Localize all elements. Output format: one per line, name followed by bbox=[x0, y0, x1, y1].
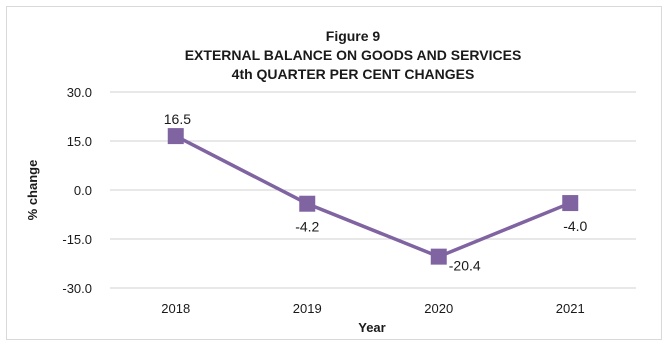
y-tick-label: -15.0 bbox=[62, 232, 92, 247]
data-label: -4.2 bbox=[295, 219, 319, 235]
series-line bbox=[167, 128, 579, 265]
y-tick-label: -30.0 bbox=[62, 281, 92, 296]
data-point-marker bbox=[299, 195, 316, 212]
y-tick-label: 30.0 bbox=[67, 85, 92, 100]
x-tick-label: 2019 bbox=[293, 301, 322, 316]
chart-title-line-3: 4th QUARTER PER CENT CHANGES bbox=[232, 66, 475, 82]
x-tick-label: 2020 bbox=[424, 301, 453, 316]
y-axis-title: % change bbox=[25, 160, 40, 221]
chart-frame bbox=[6, 6, 662, 340]
y-tick-label: 15.0 bbox=[67, 134, 92, 149]
x-tick-label: 2021 bbox=[556, 301, 585, 316]
x-tick-label: 2018 bbox=[161, 301, 190, 316]
series-polyline bbox=[174, 134, 571, 259]
y-axis-ticks: 30.0 15.0 0.0 -15.0 -30.0 bbox=[62, 85, 92, 296]
x-axis-ticks: 2018 2019 2020 2021 bbox=[161, 301, 584, 316]
data-label: -4.0 bbox=[563, 218, 587, 234]
chart-title-line-1: Figure 9 bbox=[326, 28, 381, 44]
data-point-marker bbox=[167, 128, 184, 145]
x-axis-title: Year bbox=[358, 320, 385, 335]
gridlines bbox=[110, 91, 636, 289]
data-point-marker bbox=[430, 248, 447, 265]
data-label: -20.4 bbox=[449, 258, 481, 274]
chart-title-line-2: EXTERNAL BALANCE ON GOODS AND SERVICES bbox=[185, 47, 522, 63]
data-label: 16.5 bbox=[164, 111, 191, 127]
data-labels: 16.5 -4.2 -20.4 -4.0 bbox=[164, 111, 588, 274]
chart-title: Figure 9 EXTERNAL BALANCE ON GOODS AND S… bbox=[185, 28, 522, 82]
data-point-marker bbox=[562, 195, 579, 212]
y-tick-label: 0.0 bbox=[74, 183, 92, 198]
